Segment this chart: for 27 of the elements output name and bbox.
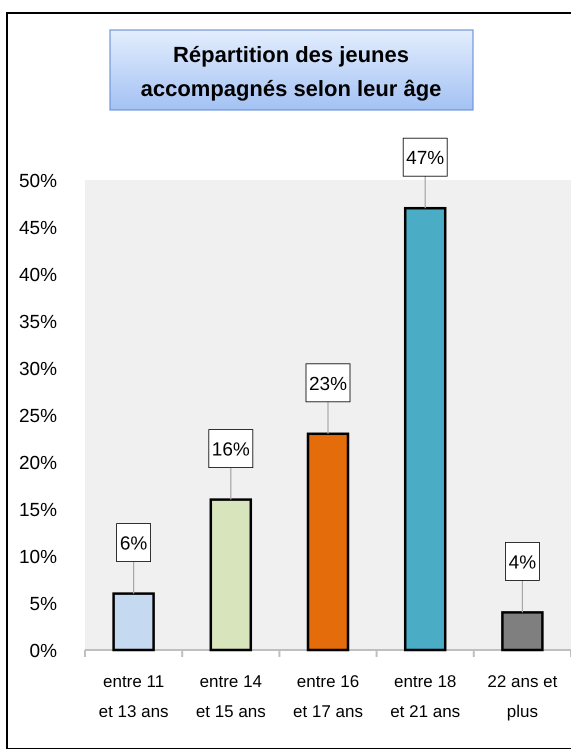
y-tick-label: 5%: [30, 594, 58, 615]
x-tick-label: entre 14 et 15 ans: [196, 672, 266, 721]
data-label: 47%: [406, 148, 444, 170]
y-tick-label: 10%: [18, 547, 58, 568]
bar: [112, 592, 155, 652]
y-tick-label: 20%: [18, 453, 58, 474]
bar: [210, 498, 252, 652]
data-label: 23%: [308, 374, 348, 395]
y-tick-label: 45%: [18, 218, 58, 239]
y-tick-label: 15%: [18, 500, 58, 521]
y-tick-label: 25%: [18, 406, 58, 427]
y-tick-label: 50%: [18, 171, 58, 192]
y-tick-label: 35%: [18, 312, 58, 333]
x-tick-label: entre 16 et 17 ans: [293, 672, 363, 721]
data-label: 4%: [508, 552, 536, 574]
bar: [306, 432, 350, 652]
bar: [501, 611, 544, 652]
data-label: 16%: [212, 440, 250, 461]
chart-title: Répartition des jeunes accompagnés selon leur âge: [140, 42, 442, 101]
bar: [404, 206, 446, 652]
y-tick-label: 0%: [30, 641, 58, 662]
y-tick-label: 40%: [18, 265, 58, 286]
x-tick-label: entre 18 et 21 ans: [390, 672, 460, 721]
data-label: 6%: [120, 534, 148, 555]
x-tick-label: 22 ans et plus: [487, 672, 558, 721]
y-tick-label: 30%: [18, 359, 58, 380]
x-tick-label: entre 11 et 13 ans: [98, 672, 169, 721]
